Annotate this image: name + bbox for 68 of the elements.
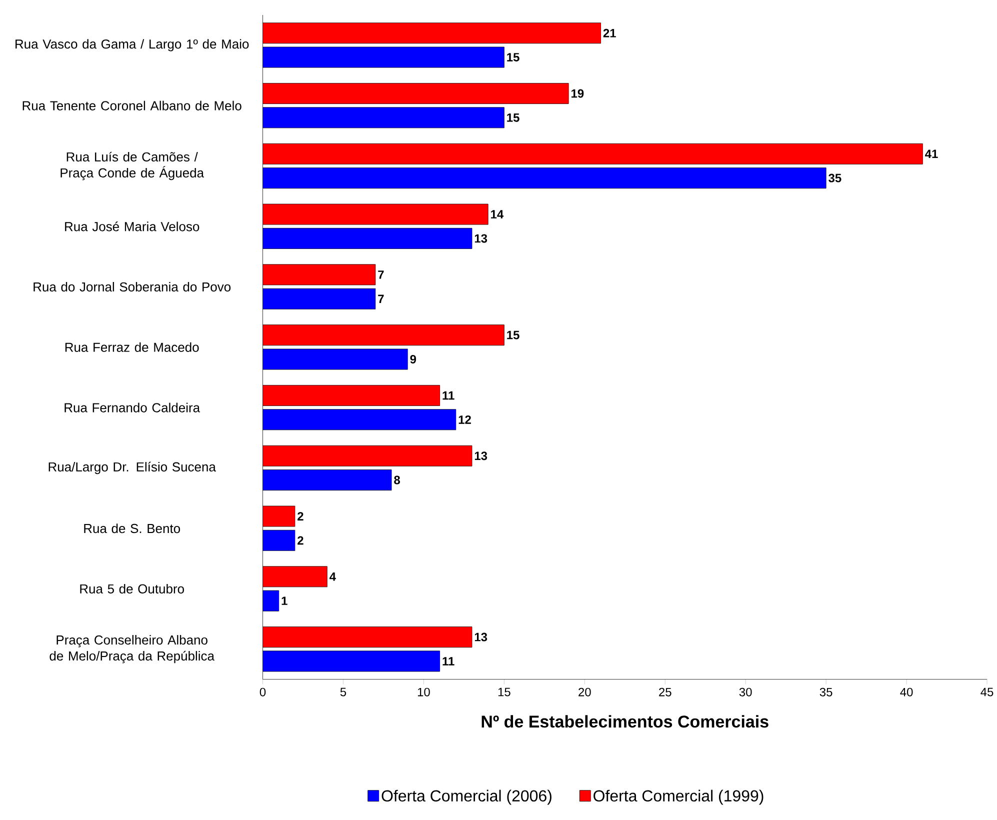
- x-axis-title: Nº de Estabelecimentos Comerciais: [482, 715, 768, 728]
- bar: [262, 445, 472, 466]
- data-label: 7: [378, 294, 384, 303]
- data-label: 11: [442, 657, 454, 666]
- bar: [262, 409, 456, 430]
- x-tick-label: 0: [260, 688, 266, 696]
- bar: [262, 46, 504, 68]
- bar: [262, 228, 472, 249]
- data-label: 4: [330, 572, 336, 581]
- bar: [262, 143, 923, 164]
- data-label: 14: [491, 210, 504, 218]
- data-label: 12: [458, 415, 471, 424]
- y-tick-label: Rua do Jornal Soberania do Povo: [34, 282, 231, 292]
- x-tick-label: 45: [980, 688, 994, 696]
- x-tick-label: 25: [659, 688, 672, 696]
- bar: [262, 107, 504, 128]
- data-label: 19: [571, 89, 584, 98]
- bar: [262, 626, 472, 648]
- data-label: 15: [507, 53, 520, 62]
- data-label: 1: [282, 596, 288, 605]
- bar: [262, 264, 376, 286]
- data-label: 15: [507, 113, 520, 122]
- y-tick-label: Rua de S. Bento: [84, 523, 180, 534]
- y-tick-label: Rua Tenente Coronel Albano de Melo: [22, 100, 242, 110]
- bar: [262, 530, 296, 551]
- x-tick-label: 5: [340, 688, 346, 696]
- data-label: 15: [507, 330, 520, 340]
- legend-label: Oferta Comercial (1999): [594, 790, 764, 805]
- y-tick-label: Praça Conselheiro Albano de Melo/Praça da República: [50, 634, 214, 664]
- data-label: 7: [378, 270, 384, 279]
- data-label: 13: [474, 452, 488, 460]
- x-tick-label: 35: [820, 688, 832, 696]
- y-tick-label: Rua/Largo Dr. Elísio Sucena: [48, 462, 216, 474]
- bar: [262, 82, 569, 104]
- y-tick-label: Rua Vasco da Gama / Largo 1º de Maio: [16, 39, 249, 52]
- bar: [262, 22, 601, 44]
- y-tick-label: Rua 5 de Outubro: [80, 584, 184, 594]
- data-label: 21: [603, 28, 616, 38]
- data-label: 2: [298, 536, 304, 545]
- bar: [262, 288, 376, 310]
- data-label: 8: [394, 476, 400, 484]
- x-tick-label: 20: [578, 688, 591, 696]
- legend-label: Oferta Comercial (2006): [382, 790, 552, 805]
- data-label: 2: [298, 512, 304, 520]
- bar: [262, 324, 504, 346]
- x-tick-label: 15: [498, 688, 510, 696]
- y-tick-label: Rua Luís de Camões / Praça Conde de Águeda: [60, 152, 204, 180]
- y-tick-label: Rua Fernando Caldeira: [64, 402, 200, 412]
- bar: [262, 650, 440, 672]
- y-tick-label: Rua José Maria Veloso: [65, 221, 200, 232]
- data-label: 41: [925, 150, 938, 158]
- bar: [262, 348, 408, 370]
- data-label: 11: [442, 391, 454, 400]
- bar: [262, 204, 488, 225]
- x-tick-label: 10: [418, 688, 430, 696]
- x-tick-label: 30: [739, 688, 752, 696]
- data-label: 13: [474, 632, 488, 642]
- bar: [262, 168, 826, 188]
- bar: [262, 506, 296, 527]
- y-tick-label: Rua Ferraz de Macedo: [65, 342, 199, 352]
- bar: [262, 590, 280, 612]
- x-tick-label: 40: [900, 688, 913, 696]
- data-label: 35: [828, 174, 842, 182]
- bar: [262, 566, 328, 588]
- bar: [262, 469, 392, 490]
- bar: [262, 384, 440, 406]
- data-label: 9: [410, 354, 416, 364]
- data-label: 13: [474, 234, 488, 243]
